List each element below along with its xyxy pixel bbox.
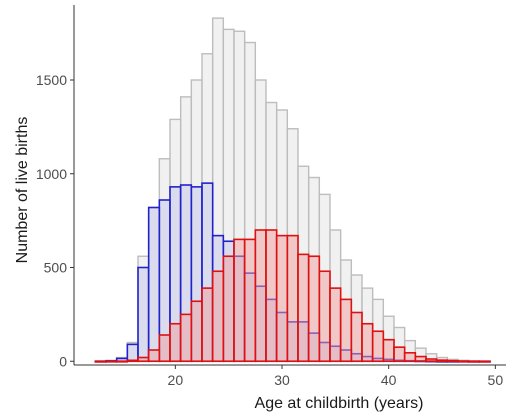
x-tick-label: 30: [274, 372, 290, 388]
bar-s3-age-41: [393, 346, 406, 363]
bar-s2-age-17: [137, 266, 150, 363]
bar-s3-age-16: [126, 359, 139, 363]
x-tick-label: 40: [381, 372, 397, 388]
bar-s3-age-35: [329, 287, 342, 363]
bar-s3-age-19: [158, 334, 171, 363]
bar-s3-age-43: [414, 355, 427, 363]
bar-s3-age-22: [190, 300, 203, 363]
bar-s3-age-23: [201, 287, 214, 363]
bar-s3-age-33: [307, 255, 321, 363]
bar-s3-age-45: [435, 359, 449, 363]
bar-s3-age-21: [179, 313, 193, 363]
bar-s3-age-30: [275, 234, 289, 363]
bar-s3-age-18: [147, 349, 161, 363]
bar-s3-age-17: [137, 356, 150, 363]
y-axis-title: Number of live births: [14, 117, 31, 264]
bar-s3-age-37: [350, 311, 363, 363]
bar-s3-age-46: [446, 359, 459, 363]
bar-s3-age-14: [105, 360, 118, 363]
bar-s3-age-13: [94, 360, 107, 363]
bar-s3-age-15: [115, 360, 129, 363]
bar-s2-age-16: [126, 343, 139, 363]
y-tick-label: 1000: [36, 166, 67, 182]
y-tick-label: 500: [44, 260, 68, 276]
bar-s3-age-48: [467, 360, 481, 363]
bars-layer: [94, 17, 491, 363]
bar-s3-age-31: [286, 234, 299, 363]
y-tick-label: 0: [59, 353, 67, 369]
bar-s3-age-25: [222, 255, 235, 363]
bar-s3-age-42: [403, 352, 417, 363]
x-tick-label: 20: [168, 372, 184, 388]
x-axis-title: Age at childbirth (years): [255, 395, 424, 412]
bar-s3-age-36: [339, 298, 353, 363]
bar-s3-age-32: [297, 253, 310, 363]
y-tick-label: 1500: [36, 72, 67, 88]
bar-s3-age-34: [318, 270, 331, 363]
bar-s3-age-47: [457, 360, 470, 363]
x-ticks: 20 30 40 50: [168, 365, 504, 388]
bar-s2-age-18: [147, 206, 161, 363]
x-tick-label: 50: [488, 372, 504, 388]
bar-s3-age-27: [243, 238, 257, 363]
bar-s3-age-38: [361, 322, 374, 363]
bar-s3-age-29: [265, 229, 278, 363]
y-ticks: 0 500 1000 1500: [36, 72, 74, 369]
bar-s3-age-26: [233, 238, 246, 363]
bar-s3-age-20: [169, 322, 182, 363]
bar-s3-age-39: [371, 330, 385, 363]
series-3: [94, 229, 491, 363]
bar-s3-age-49: [478, 360, 491, 363]
bar-s3-age-40: [382, 338, 395, 363]
bar-s3-age-24: [211, 270, 225, 363]
bar-s3-age-44: [425, 358, 438, 363]
bar-s3-age-28: [254, 229, 267, 363]
